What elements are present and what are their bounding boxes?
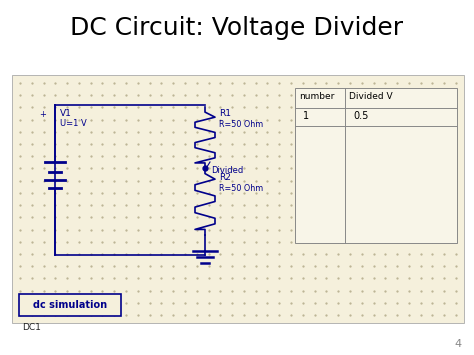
Text: 0.5: 0.5 [353, 111, 368, 121]
Text: 1: 1 [303, 111, 309, 121]
Text: 4: 4 [455, 339, 462, 349]
Text: DC1: DC1 [22, 323, 41, 332]
Text: dc simulation: dc simulation [33, 300, 107, 310]
Text: U=1 V: U=1 V [60, 119, 87, 128]
Text: V1: V1 [60, 109, 72, 118]
Bar [12, 75, 464, 323]
Text: R=50 Ohm: R=50 Ohm [219, 184, 263, 193]
Text: Divided V: Divided V [349, 92, 392, 101]
Text: R=50 Ohm: R=50 Ohm [219, 120, 263, 129]
Text: +: + [39, 110, 46, 119]
Text: DC Circuit: Voltage Divider: DC Circuit: Voltage Divider [71, 16, 403, 40]
Text: Divided: Divided [211, 166, 243, 175]
Text: R2: R2 [219, 173, 231, 182]
Text: R1: R1 [219, 109, 231, 118]
Text: number: number [299, 92, 334, 101]
FancyBboxPatch shape [19, 294, 121, 316]
Bar [295, 88, 457, 243]
